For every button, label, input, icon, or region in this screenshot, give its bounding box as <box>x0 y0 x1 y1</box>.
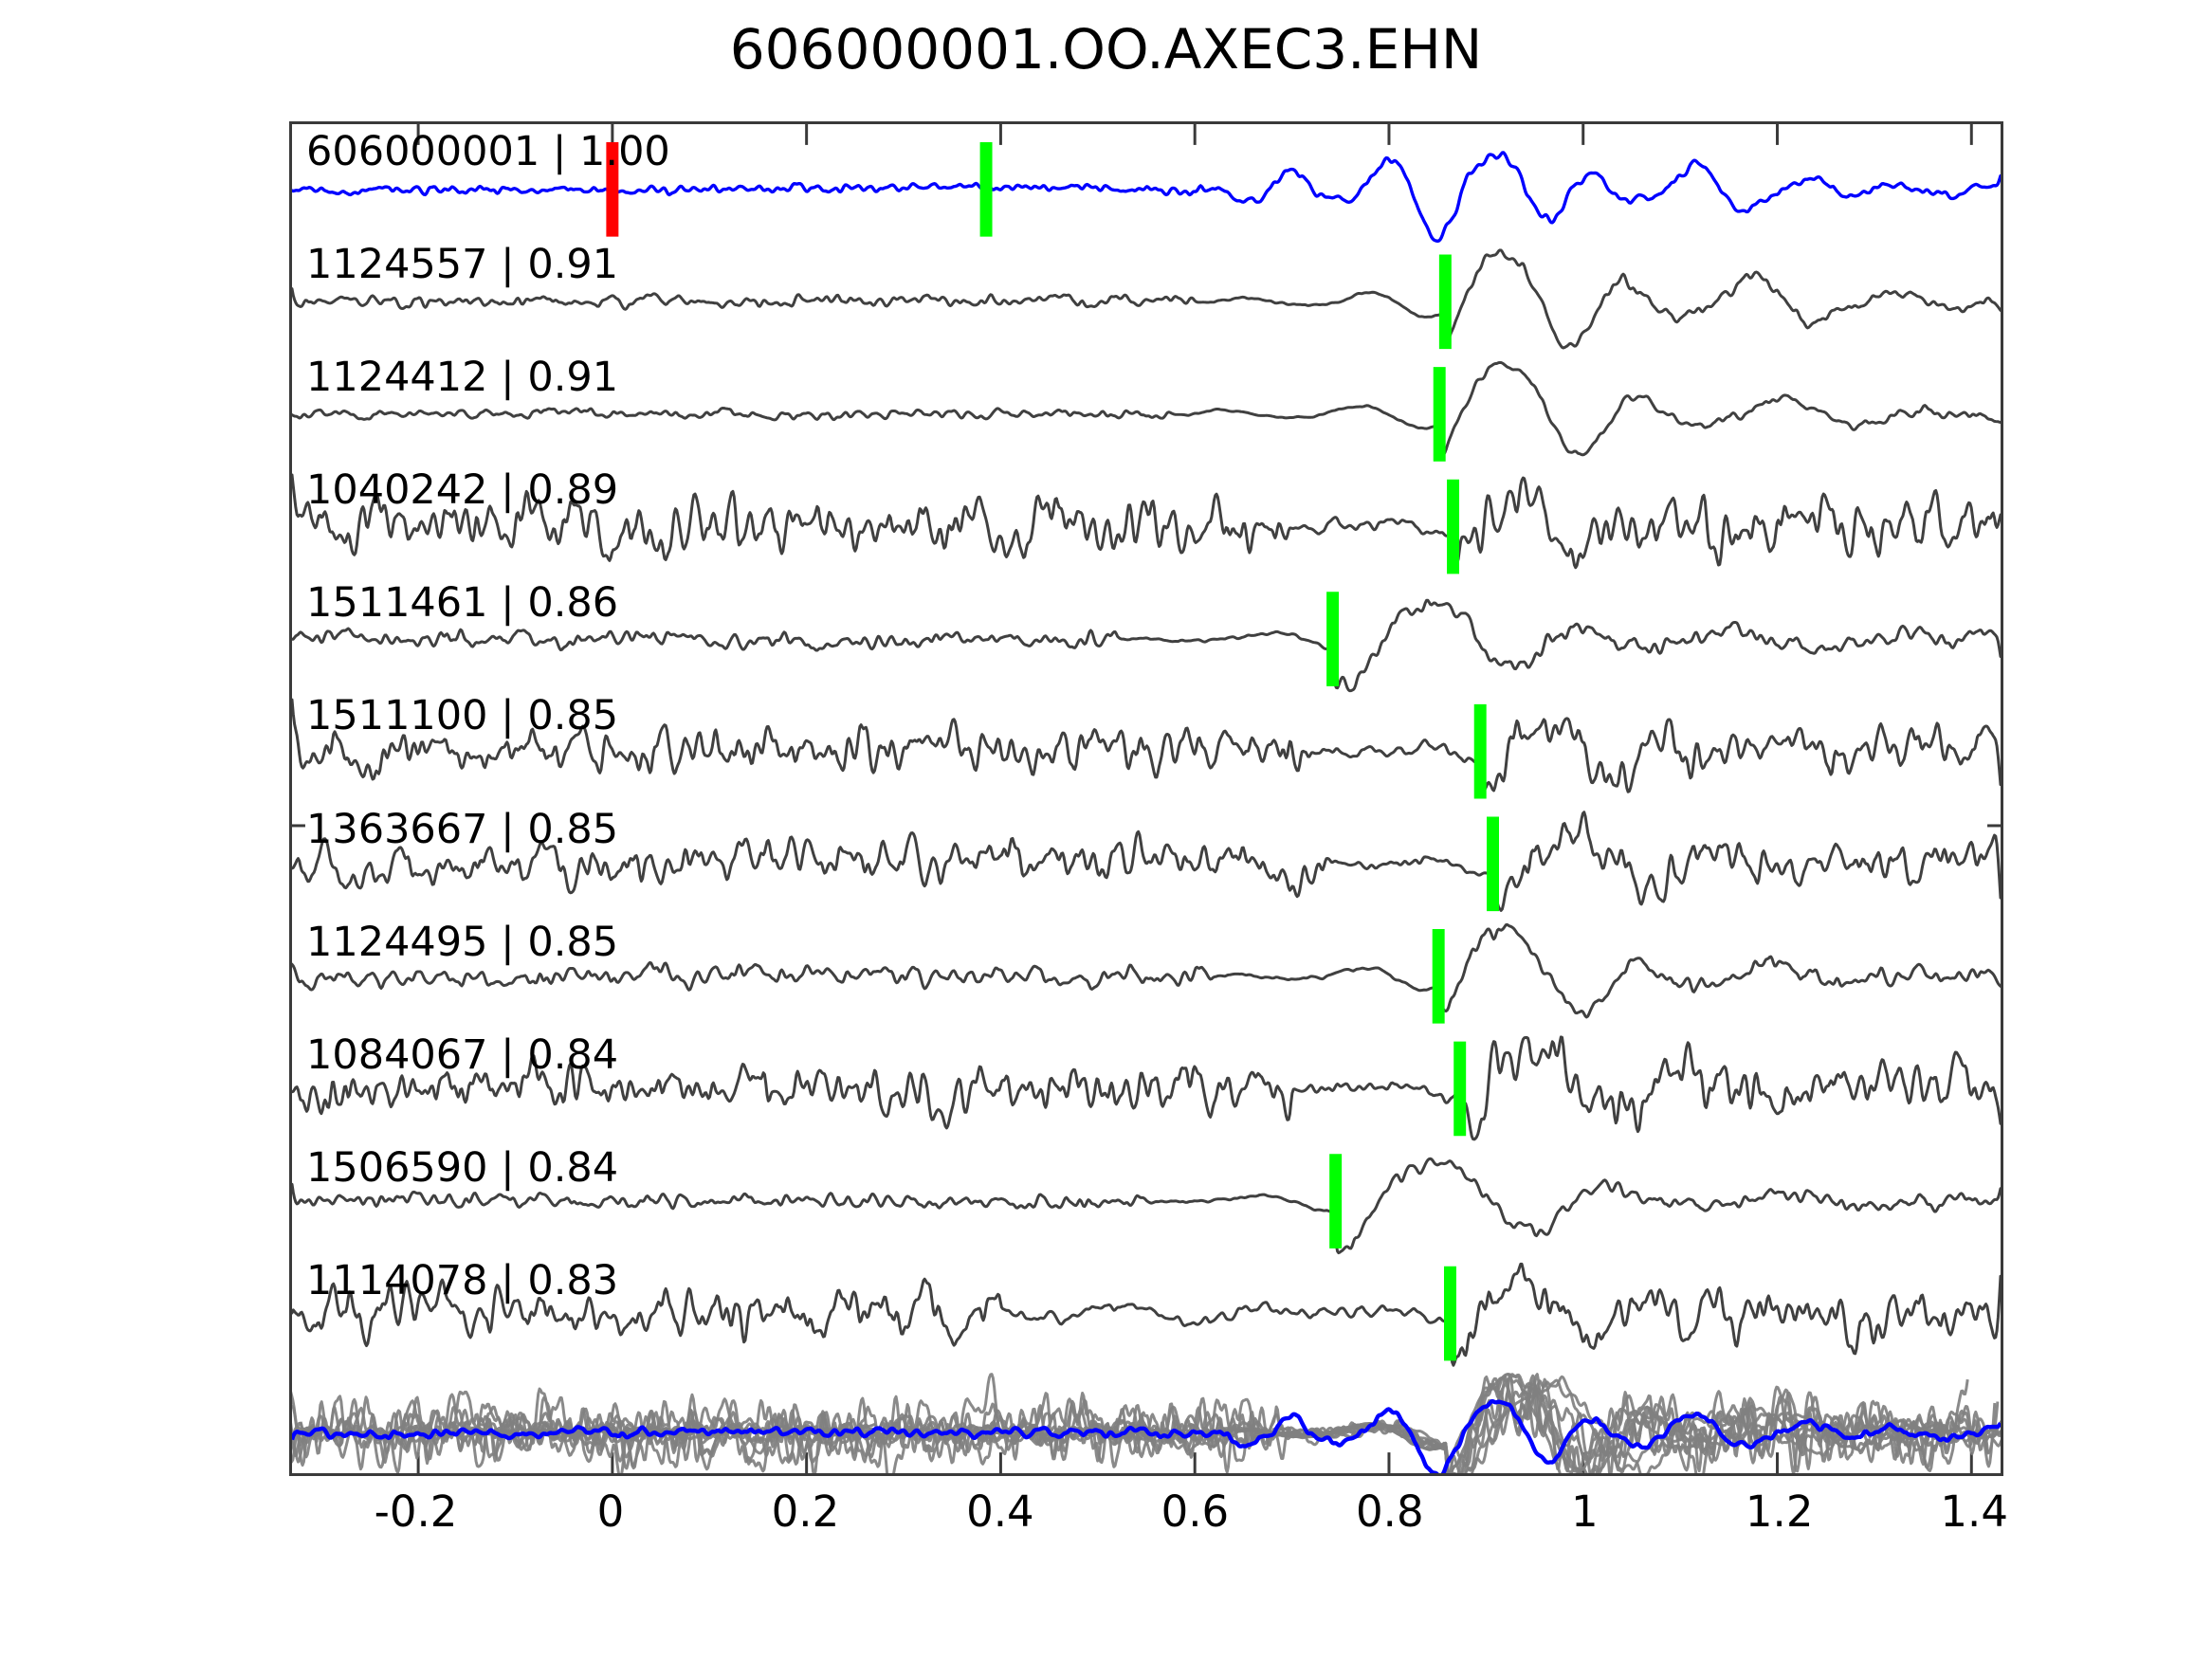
waveform-trace <box>292 598 2001 693</box>
x-tick-label-1.2: 1.2 <box>1745 1486 1814 1537</box>
waveform-trace <box>292 473 2001 570</box>
stack-reference-trace <box>292 1398 2001 1473</box>
waveform-trace <box>292 1035 2001 1141</box>
waveform-trace <box>292 698 2001 793</box>
x-tick-label-0: 0 <box>596 1486 625 1537</box>
waveform-trace <box>292 151 2001 243</box>
x-tick-label-1: 1 <box>1570 1486 1599 1537</box>
plot-area <box>289 121 2003 1476</box>
x-tick-label-0.2: 0.2 <box>771 1486 840 1537</box>
waveform-trace <box>292 811 2001 912</box>
x-tick-label-0.4: 0.4 <box>966 1486 1034 1537</box>
stack-overlay-trace <box>292 1377 2000 1473</box>
waveform-trace <box>292 922 2001 1019</box>
waveform-trace <box>292 1157 2001 1255</box>
stack-overlay-trace <box>292 1376 1990 1473</box>
waveform-trace <box>292 1262 2001 1367</box>
waveform-trace <box>292 360 2001 459</box>
page-title: 606000001.OO.AXEC3.EHN <box>729 17 1483 82</box>
waveform-canvas <box>292 124 2001 1473</box>
x-axis-tick-labels: -0.2 0 0.2 0.4 0.6 0.8 1 1.2 1.4 <box>289 1486 2008 1562</box>
waveform-trace <box>292 248 2001 350</box>
x-tick-label-0.6: 0.6 <box>1161 1486 1230 1537</box>
x-tick-label-1.4: 1.4 <box>1940 1486 2008 1537</box>
x-tick-label--0.2: -0.2 <box>374 1486 458 1537</box>
x-tick-label-0.8: 0.8 <box>1356 1486 1424 1537</box>
